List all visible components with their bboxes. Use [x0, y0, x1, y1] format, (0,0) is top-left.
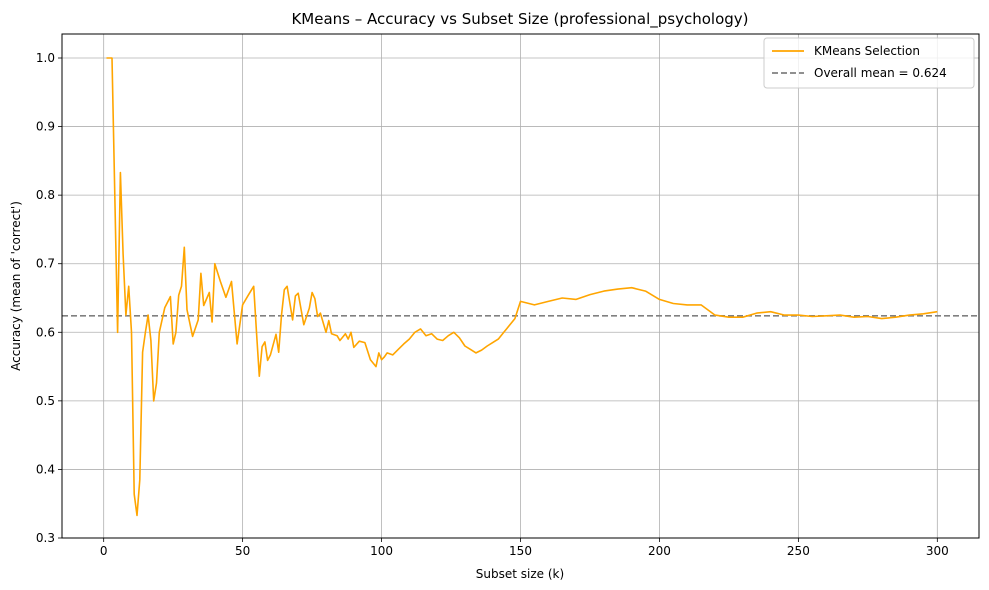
y-tick-label: 0.4 [36, 462, 55, 476]
legend-label-mean: Overall mean = 0.624 [814, 66, 947, 80]
x-tick-label: 0 [100, 544, 108, 558]
y-tick-label: 0.9 [36, 120, 55, 134]
series-layer [106, 57, 938, 517]
x-tick-label: 150 [509, 544, 532, 558]
legend: KMeans Selection Overall mean = 0.624 [763, 37, 975, 89]
x-tick-label: 50 [235, 544, 250, 558]
x-axis-label: Subset size (k) [476, 567, 564, 581]
y-tick-label: 0.3 [36, 531, 55, 545]
x-tick-label: 300 [926, 544, 949, 558]
y-tick-label: 0.6 [36, 325, 55, 339]
y-axis-label: Accuracy (mean of 'correct') [9, 201, 23, 371]
x-tick-label: 250 [787, 544, 810, 558]
y-axis-ticks: 0.3 0.4 0.5 0.6 0.7 0.8 0.9 1.0 [36, 51, 62, 545]
legend-label-series: KMeans Selection [814, 44, 920, 58]
legend-box [763, 37, 975, 89]
y-tick-label: 1.0 [36, 51, 55, 65]
series-line-kmeans [106, 57, 938, 517]
x-tick-label: 100 [370, 544, 393, 558]
chart-title: KMeans – Accuracy vs Subset Size (profes… [291, 10, 748, 29]
x-axis-ticks: 0 50 100 150 200 250 300 [100, 538, 949, 558]
x-tick-label: 200 [648, 544, 671, 558]
y-tick-label: 0.7 [36, 257, 55, 271]
y-tick-label: 0.8 [36, 188, 55, 202]
y-tick-label: 0.5 [36, 394, 55, 408]
